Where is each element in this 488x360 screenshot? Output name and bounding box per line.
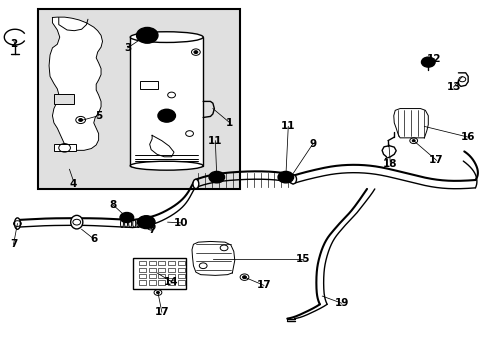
Text: 8: 8 xyxy=(109,200,117,210)
Text: 15: 15 xyxy=(295,253,309,264)
Bar xyxy=(130,37,203,166)
Bar xyxy=(140,81,158,89)
Text: 17: 17 xyxy=(256,280,271,291)
Bar xyxy=(168,261,175,265)
Ellipse shape xyxy=(130,32,203,42)
Text: 9: 9 xyxy=(308,139,315,149)
Text: 11: 11 xyxy=(208,136,222,146)
Circle shape xyxy=(278,171,293,183)
Circle shape xyxy=(120,212,133,222)
Bar xyxy=(178,274,184,278)
Circle shape xyxy=(156,292,159,294)
Bar xyxy=(139,261,145,265)
Text: 5: 5 xyxy=(95,111,102,121)
Bar xyxy=(132,257,186,289)
Text: 19: 19 xyxy=(334,298,348,308)
Text: 18: 18 xyxy=(382,159,397,169)
Circle shape xyxy=(79,118,82,121)
Bar xyxy=(139,280,145,285)
Ellipse shape xyxy=(193,179,199,189)
Bar xyxy=(168,280,175,285)
Bar xyxy=(148,261,155,265)
Circle shape xyxy=(242,276,246,279)
Text: 13: 13 xyxy=(446,82,460,92)
Ellipse shape xyxy=(15,218,20,229)
Text: 4: 4 xyxy=(69,179,77,189)
Bar xyxy=(54,144,76,152)
Ellipse shape xyxy=(130,161,203,170)
Circle shape xyxy=(136,27,158,43)
Bar xyxy=(158,280,165,285)
Text: 6: 6 xyxy=(90,234,97,244)
Polygon shape xyxy=(149,135,174,157)
Bar xyxy=(158,267,165,272)
Bar xyxy=(158,261,165,265)
Bar xyxy=(168,274,175,278)
Bar xyxy=(168,267,175,272)
Circle shape xyxy=(421,57,434,67)
Text: 7: 7 xyxy=(10,239,17,249)
Polygon shape xyxy=(192,242,234,275)
Circle shape xyxy=(208,171,224,183)
Text: 17: 17 xyxy=(154,307,169,317)
Circle shape xyxy=(194,51,198,54)
Bar xyxy=(178,261,184,265)
Text: 11: 11 xyxy=(281,121,295,131)
Text: 16: 16 xyxy=(460,132,474,142)
Text: 2: 2 xyxy=(10,39,17,49)
Polygon shape xyxy=(49,17,102,150)
Bar xyxy=(139,274,145,278)
Text: 3: 3 xyxy=(124,43,131,53)
Bar xyxy=(158,274,165,278)
Text: 7: 7 xyxy=(148,225,156,235)
Ellipse shape xyxy=(71,215,82,229)
Circle shape xyxy=(158,109,175,122)
Circle shape xyxy=(411,140,414,142)
Text: 14: 14 xyxy=(164,277,179,287)
Text: 17: 17 xyxy=(428,156,443,165)
Bar xyxy=(38,9,239,189)
Polygon shape xyxy=(393,109,427,138)
Text: 10: 10 xyxy=(174,218,188,228)
Text: 1: 1 xyxy=(226,118,233,128)
Circle shape xyxy=(149,226,152,228)
Text: 12: 12 xyxy=(426,54,441,64)
Bar xyxy=(139,267,145,272)
Circle shape xyxy=(137,216,155,229)
Bar xyxy=(148,274,155,278)
Bar xyxy=(54,94,74,104)
Bar xyxy=(178,267,184,272)
Bar xyxy=(148,280,155,285)
Bar xyxy=(148,267,155,272)
Bar xyxy=(178,280,184,285)
Ellipse shape xyxy=(289,175,296,184)
